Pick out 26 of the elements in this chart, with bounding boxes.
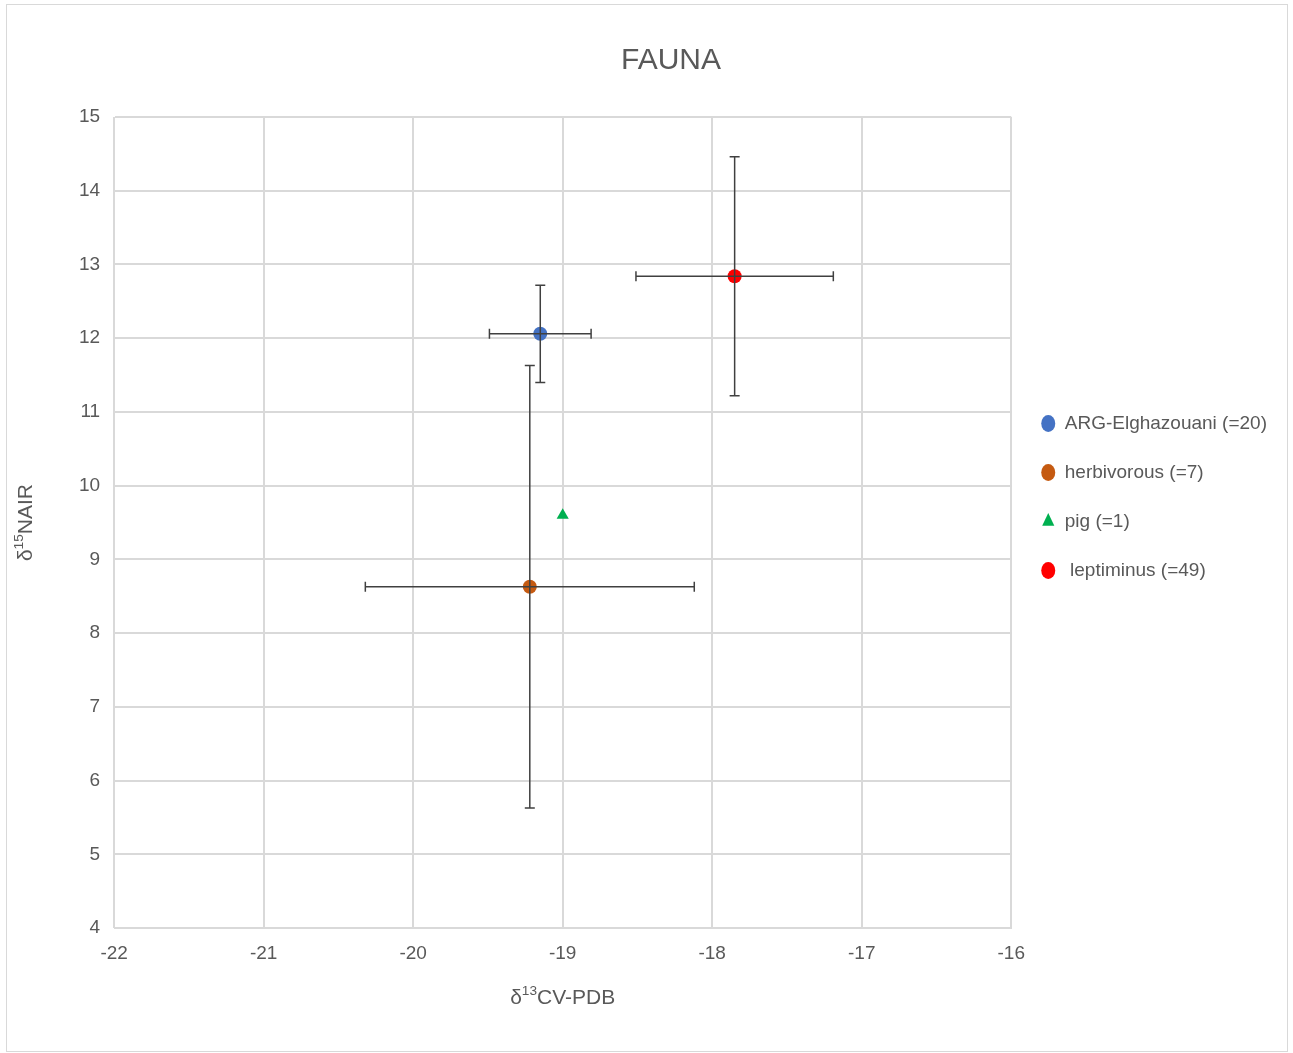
- y-tick-label: 11: [80, 400, 101, 422]
- y-tick-label: 6: [89, 768, 101, 790]
- y-tick-label: 13: [78, 252, 101, 274]
- y-tick-label: 10: [78, 473, 101, 495]
- x-tick-label: -22: [100, 941, 128, 963]
- x-tick-label: -16: [997, 941, 1025, 963]
- chart-title: FAUNA: [620, 42, 722, 76]
- y-tick-label: 4: [89, 916, 101, 938]
- x-tick-label: -17: [848, 941, 876, 963]
- y-tick-label: 7: [89, 695, 101, 717]
- y-tick-label: 14: [78, 178, 101, 200]
- x-tick-label: -21: [249, 941, 278, 963]
- y-tick-label: 8: [89, 621, 101, 643]
- y-tick-label: 15: [78, 105, 101, 127]
- legend-label: pig (=1): [1064, 509, 1130, 531]
- x-tick-label: -19: [548, 941, 577, 963]
- x-tick-label: -20: [399, 941, 427, 963]
- point: [556, 508, 569, 519]
- y-tick-label: 12: [78, 326, 101, 348]
- legend-label: ARG-Elghazouani (=20): [1064, 411, 1267, 433]
- y-tick-label: 9: [89, 547, 101, 569]
- x-tick-label: -18: [698, 941, 726, 963]
- legend-label: herbivorous (=7): [1064, 460, 1204, 482]
- y-tick-label: 5: [89, 842, 101, 864]
- y-axis-title: δ15NAIR: [10, 484, 36, 562]
- legend-label: leptiminus (=49): [1064, 558, 1206, 580]
